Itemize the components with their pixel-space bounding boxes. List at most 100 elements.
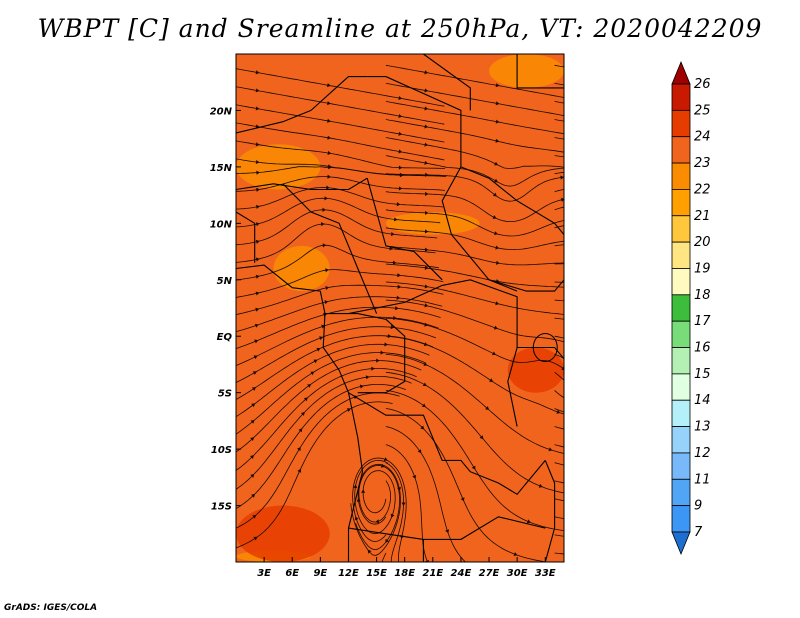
streamline-arrow	[471, 465, 476, 470]
streamline-arrow	[548, 447, 553, 452]
streamline-41	[554, 299, 564, 302]
streamline-arrow	[300, 411, 305, 416]
streamline-44	[554, 317, 564, 320]
streamline-37	[385, 281, 564, 315]
streamline-arrow	[397, 284, 402, 289]
streamline-19	[385, 173, 564, 202]
streamline-arrow	[398, 95, 403, 101]
streamline-28	[385, 227, 564, 251]
streamline-arrow	[495, 260, 500, 265]
streamline-16	[385, 155, 564, 187]
x-tick-label: 3E	[257, 568, 271, 579]
streamline-arrow	[479, 435, 484, 440]
streamline-52	[385, 371, 564, 494]
streamline-arrow	[390, 231, 395, 237]
border-line-13	[544, 460, 556, 562]
streamline-arrow	[424, 229, 429, 234]
colorbar-label: 21	[694, 209, 711, 224]
streamline-59	[554, 408, 564, 413]
colorbar-label: 24	[694, 130, 711, 145]
streamline-53	[554, 371, 564, 381]
streamline-arrow	[398, 113, 403, 118]
streamline-arrow	[313, 359, 318, 364]
streamline-arrow	[397, 487, 402, 491]
streamline-arrow	[356, 498, 361, 502]
streamline-arrow	[367, 549, 372, 554]
border-line-0	[236, 264, 364, 562]
colorbar-label: 7	[694, 525, 703, 540]
streamline-78	[236, 392, 400, 529]
streamline-arrow	[423, 362, 428, 366]
southwest-corner	[236, 505, 330, 562]
streamline-81	[236, 401, 393, 549]
x-tick-label: 6E	[285, 568, 299, 579]
border-line-14	[236, 211, 256, 263]
streamline-arrow	[310, 371, 315, 376]
streamline-65	[554, 444, 564, 448]
streamline-arrow	[568, 285, 571, 289]
streamline-arrow	[567, 151, 571, 155]
streamline-arrow	[495, 83, 500, 88]
streamline-arrow	[327, 174, 331, 179]
streamline-62	[554, 426, 564, 430]
streamline-arrow	[346, 408, 351, 412]
colorbar-cell	[671, 294, 691, 322]
colorbar-cell	[671, 136, 691, 164]
border-line-18	[236, 109, 312, 134]
streamline-arrow	[566, 165, 570, 169]
gulf-guinea-patch	[273, 245, 330, 292]
streamline-36	[236, 244, 439, 281]
streamline-arrow	[297, 446, 301, 451]
streamline-arrow	[324, 300, 329, 305]
colorbar-label: 13	[694, 420, 711, 435]
streamline-56	[554, 390, 564, 399]
streamline-3	[236, 86, 445, 125]
streamline-arrow	[252, 387, 257, 391]
colorbar-label: 26	[694, 77, 711, 92]
border-line-12	[517, 346, 564, 360]
border-line-10	[348, 516, 546, 540]
streamline-arrow	[387, 333, 392, 339]
x-tick-label: 12E	[338, 568, 359, 579]
streamline-34	[385, 263, 564, 288]
colorbar-label: 22	[694, 182, 711, 197]
streamline-arrow	[255, 291, 260, 296]
streamline-arrow	[371, 366, 375, 371]
southeast-warm-patch	[507, 347, 564, 393]
streamline-82	[381, 552, 387, 562]
y-tick-label: 5N	[217, 276, 233, 287]
streamline-arrow	[445, 529, 450, 534]
streamline-arrow	[256, 170, 260, 175]
streamline-arrow	[493, 325, 498, 330]
colorbar: 26 25 24 23 22 21 20 19 18 17 16 15 14 13 12 11 9 7	[671, 60, 711, 556]
streamline-7	[385, 101, 564, 135]
streamline-arrow	[254, 323, 259, 328]
colorbar-cell	[671, 109, 691, 138]
streamline-arrow	[425, 172, 429, 177]
streamline-11	[554, 119, 564, 122]
streamline-arrow	[495, 138, 500, 143]
streamline-arrow	[307, 384, 312, 388]
streamline-24	[236, 187, 443, 210]
x-tick-label: 9E	[313, 568, 327, 579]
border-line-5	[460, 166, 564, 235]
streamline-0	[236, 68, 445, 107]
y-tick-label: 15S	[211, 502, 232, 513]
x-tick-label: 27E	[479, 568, 500, 579]
streamline-arrow	[396, 295, 401, 300]
streamline-32	[554, 244, 564, 247]
streamline-arrow	[303, 397, 308, 402]
streamline-arrow	[327, 83, 331, 88]
streamline-arrow	[393, 315, 397, 320]
grads-credit: GrADS: IGES/COLA	[4, 603, 98, 613]
colorbar-cell	[671, 426, 691, 454]
border-line-2	[367, 76, 518, 292]
streamline-arrow	[424, 210, 429, 215]
streamline-arrow	[252, 371, 257, 375]
streamline-21	[236, 176, 446, 192]
streamline-arrow	[424, 284, 429, 289]
streamline-arrow	[424, 160, 429, 165]
y-tick-label: EQ	[217, 332, 233, 343]
streamline-arrow	[384, 342, 388, 347]
streamline-arrow	[327, 150, 332, 155]
